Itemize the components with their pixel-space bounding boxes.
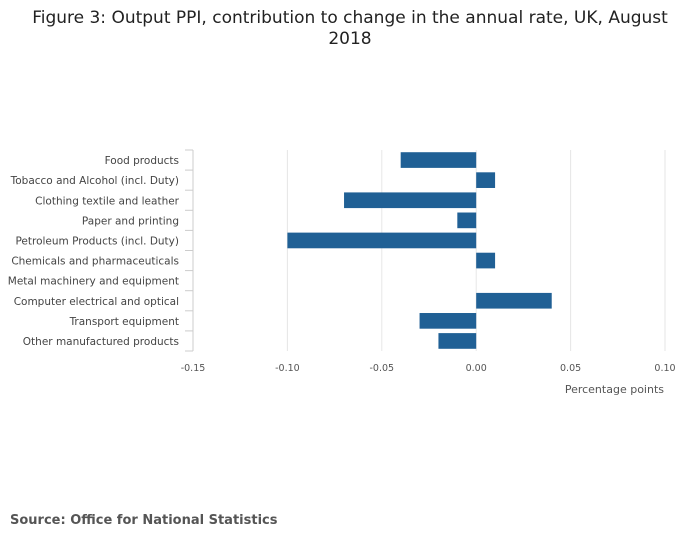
bar: [344, 192, 477, 209]
x-tick-label: 0.00: [466, 363, 487, 374]
y-axis: [185, 149, 194, 352]
bar: [476, 172, 496, 188]
y-axis-category-labels: Food products Tobacco and Alcohol (incl. …: [8, 155, 180, 348]
category-label: Tobacco and Alcohol (incl. Duty): [10, 175, 179, 187]
bars: [287, 152, 552, 349]
bar: [419, 313, 477, 329]
x-axis-tick-labels: -0.15 -0.10 -0.05 0.00 0.05 0.10: [181, 363, 676, 374]
bar: [476, 252, 496, 269]
category-label: Transport equipment: [69, 316, 179, 328]
bar: [457, 212, 477, 229]
source-note: Source: Office for National Statistics: [10, 513, 278, 528]
x-axis-title: Percentage points: [565, 383, 664, 396]
x-tick-label: 0.10: [654, 363, 675, 374]
bar: [400, 152, 477, 168]
bar: [476, 292, 552, 309]
category-label: Petroleum Products (incl. Duty): [15, 235, 179, 247]
chart-title: Figure 3: Output PPI, contribution to ch…: [32, 8, 668, 49]
category-label: Computer electrical and optical: [14, 296, 179, 308]
bar: [438, 333, 477, 349]
x-tick-label: -0.10: [275, 363, 300, 374]
bar: [287, 232, 477, 249]
category-label: Metal machinery and equipment: [8, 276, 179, 288]
x-tick-label: -0.15: [181, 363, 206, 374]
x-tick-label: 0.05: [560, 363, 581, 374]
category-label: Clothing textile and leather: [35, 195, 180, 207]
category-label: Food products: [105, 155, 179, 167]
category-label: Chemicals and pharmaceuticals: [11, 256, 179, 268]
category-label: Paper and printing: [82, 215, 179, 227]
category-label: Other manufactured products: [23, 336, 179, 348]
x-tick-label: -0.05: [370, 363, 395, 374]
